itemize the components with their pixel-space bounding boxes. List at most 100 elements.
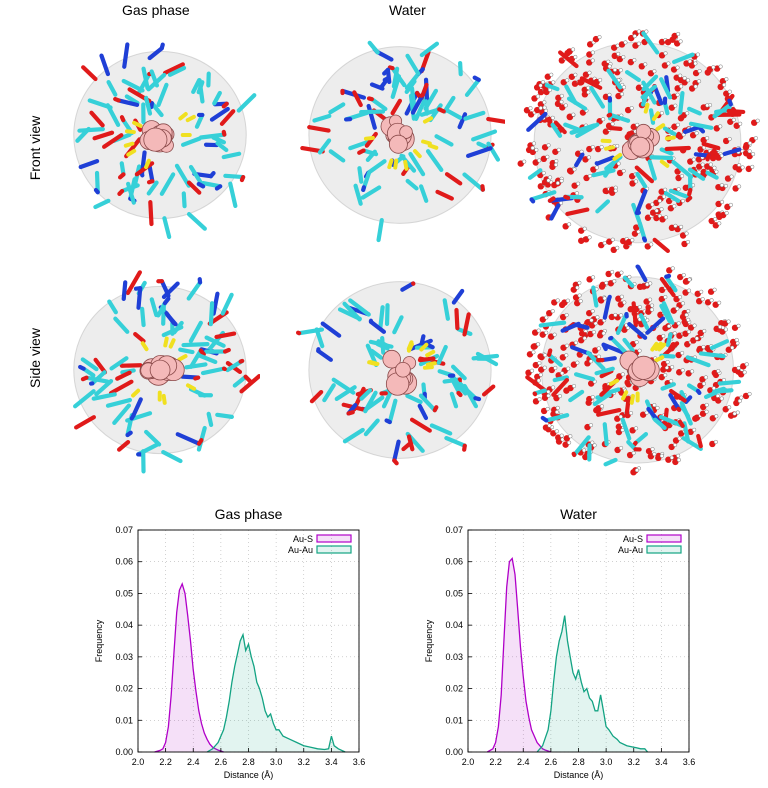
water-hydrogen <box>632 58 637 63</box>
water-hydrogen <box>586 90 591 95</box>
ligand-bond <box>175 432 202 446</box>
water-hydrogen <box>629 411 634 416</box>
series-area-au-au <box>207 634 346 752</box>
series-line-au-au <box>206 632 346 753</box>
ligand-bond <box>546 348 553 357</box>
ligand-bond <box>564 84 578 105</box>
ligand-bond <box>434 134 454 147</box>
water-hydrogen <box>712 287 717 292</box>
water-hydrogen <box>742 370 747 375</box>
ligand-bond <box>568 389 585 403</box>
ligand-bond <box>112 403 131 425</box>
ligand-bond <box>417 356 436 363</box>
water-hydrogen <box>694 131 699 136</box>
ligand-bond <box>701 141 721 151</box>
ligand-bond <box>457 112 468 130</box>
water-hydrogen <box>632 34 637 39</box>
sulfur-bond <box>412 149 422 159</box>
gold-atom <box>382 349 401 369</box>
water-hydrogen <box>596 354 601 359</box>
water-hydrogen <box>700 162 705 167</box>
series-area-au-s <box>487 558 551 752</box>
gold-atom <box>395 361 411 378</box>
ligand-bond <box>221 101 229 109</box>
water-hydrogen <box>631 451 636 456</box>
ligand-bond <box>140 306 146 328</box>
y-tick-label: 0.04 <box>445 620 463 630</box>
water-hydrogen <box>629 106 634 111</box>
sulfur-bond <box>368 360 380 366</box>
y-tick-label: 0.02 <box>445 684 463 694</box>
ligand-bond <box>312 113 332 123</box>
water-hydrogen <box>714 169 719 174</box>
ligand-bond <box>664 274 678 293</box>
water-hydrogen <box>607 64 612 69</box>
ligand-bond <box>406 338 433 352</box>
x-tick-label: 2.8 <box>242 757 255 767</box>
water-hydrogen <box>755 118 760 123</box>
water-hydrogen <box>607 92 612 97</box>
water-hydrogen <box>590 58 595 63</box>
ligand-bond <box>121 78 145 93</box>
water-hydrogen <box>650 202 655 207</box>
water-hydrogen <box>634 468 640 473</box>
ligand-bond <box>320 321 342 338</box>
legend-swatch <box>316 534 352 543</box>
water-hydrogen <box>541 80 546 85</box>
water-hydrogen <box>705 103 710 108</box>
ligand-bond <box>93 198 111 210</box>
ligand-bond <box>669 388 687 403</box>
ligand-bond <box>579 76 603 90</box>
y-tick-label: 0.01 <box>445 715 463 725</box>
ligand-bond <box>712 102 733 119</box>
molecule-render-water-side-1 <box>295 265 505 475</box>
ligand-bond <box>238 358 245 364</box>
ligand-bond <box>571 451 577 458</box>
water-hydrogen <box>681 272 686 278</box>
water-hydrogen <box>622 300 627 305</box>
sulfur-bond <box>185 114 196 123</box>
ligand-bond <box>451 288 465 305</box>
x-tick-label: 2.4 <box>187 757 200 767</box>
x-tick-label: 2.6 <box>215 757 228 767</box>
water-hydrogen <box>564 343 570 348</box>
water-hydrogen <box>734 337 739 343</box>
water-hydrogen <box>590 309 595 314</box>
ligand-bond <box>125 430 133 438</box>
ligand-bond <box>659 147 674 156</box>
ligand-bond <box>633 432 649 445</box>
ligand-bond <box>624 395 631 415</box>
ligand-bond <box>198 348 206 357</box>
water-hydrogen <box>654 208 659 213</box>
ligand-bond <box>652 237 670 254</box>
ligand-bond <box>456 390 463 398</box>
water-hydrogen <box>718 324 723 329</box>
ligand-bond <box>322 383 336 403</box>
sulfur-bond <box>363 135 375 141</box>
water-hydrogen <box>687 288 692 293</box>
ligand-bond <box>437 107 446 114</box>
ligand-bond <box>565 207 590 217</box>
water-hydrogen <box>619 313 624 318</box>
water-hydrogen <box>635 122 640 127</box>
legend-label: Au-S <box>623 534 643 544</box>
series-line-au-s <box>154 582 224 753</box>
water-hydrogen <box>536 328 541 333</box>
ligand-bond <box>414 97 427 121</box>
water-hydrogen <box>566 366 571 371</box>
y-tick-label: 0.07 <box>115 525 133 535</box>
ligand-bond <box>471 129 498 142</box>
x-tick-label: 3.0 <box>270 757 283 767</box>
water-hydrogen <box>550 115 555 120</box>
sulfur-bond <box>650 341 659 352</box>
water-hydrogen <box>549 72 554 77</box>
water-hydrogen <box>666 324 672 329</box>
water-hydrogen <box>751 152 756 157</box>
water-hydrogen <box>701 344 706 349</box>
ligand-bond <box>121 280 128 302</box>
water-hydrogen <box>601 331 606 336</box>
water-hydrogen <box>711 65 716 70</box>
water-hydrogen <box>531 141 537 146</box>
sulfur-bond <box>608 378 620 386</box>
ligand-bond <box>540 415 549 423</box>
